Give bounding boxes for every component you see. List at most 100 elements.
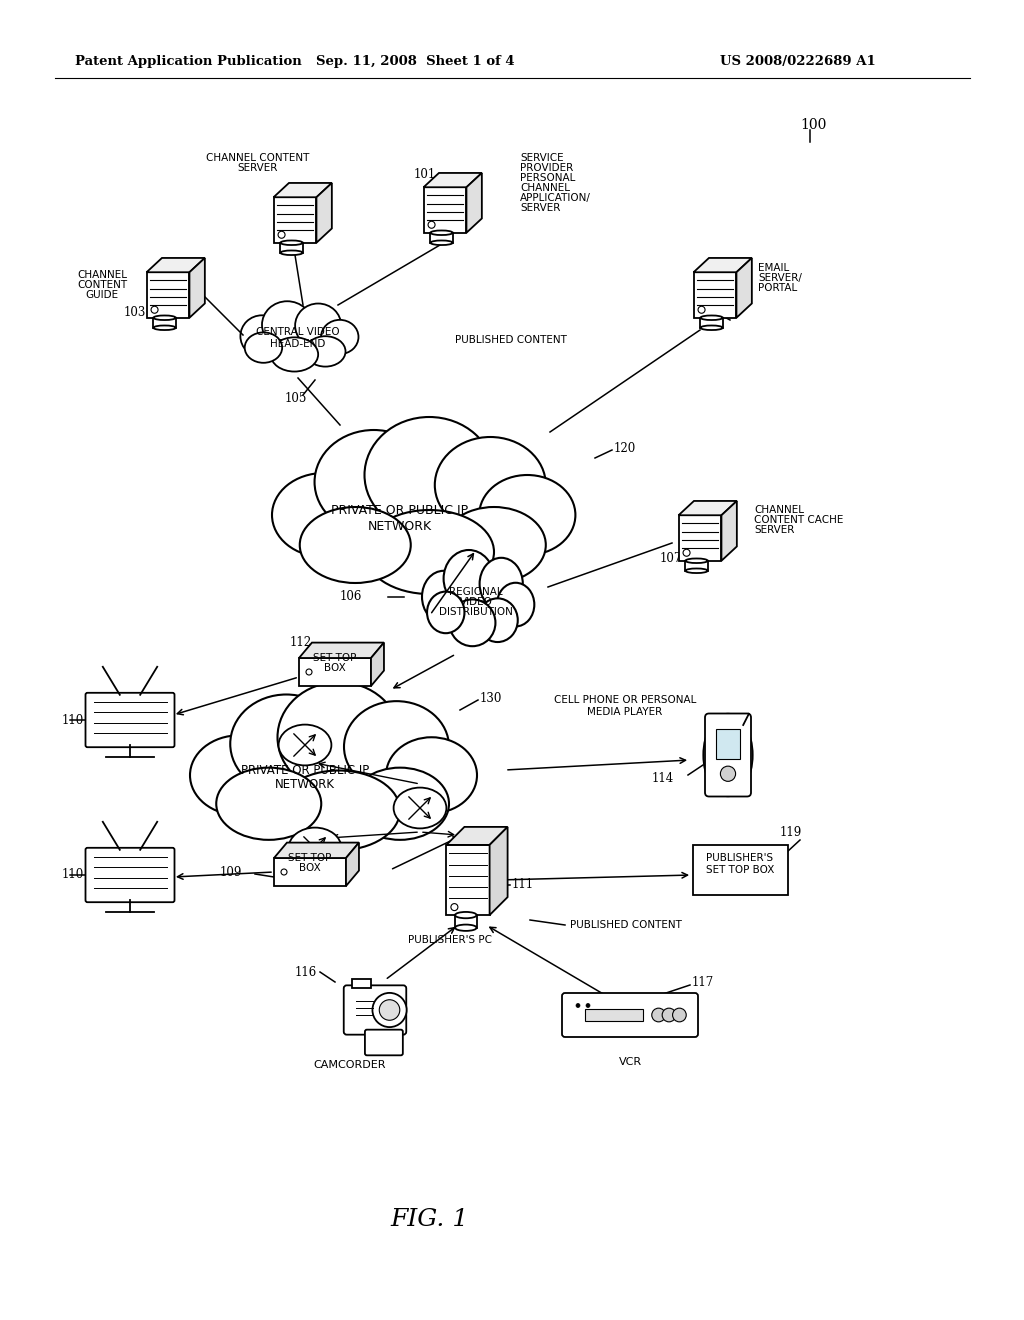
Text: CHANNEL: CHANNEL (520, 183, 570, 193)
Text: MEDIA PLAYER: MEDIA PLAYER (588, 708, 663, 717)
Text: SET TOP: SET TOP (289, 853, 332, 863)
Ellipse shape (700, 326, 723, 330)
Text: PUBLISHED CONTENT: PUBLISHED CONTENT (570, 920, 682, 931)
Ellipse shape (450, 599, 496, 647)
Ellipse shape (279, 725, 332, 766)
Ellipse shape (190, 735, 288, 816)
Polygon shape (700, 318, 723, 327)
Ellipse shape (278, 771, 400, 850)
Ellipse shape (497, 582, 535, 627)
Ellipse shape (365, 510, 494, 594)
Text: SERVER: SERVER (520, 203, 560, 213)
Polygon shape (299, 643, 384, 657)
Polygon shape (467, 173, 482, 232)
Text: 110: 110 (62, 714, 84, 726)
Ellipse shape (427, 591, 465, 634)
Polygon shape (585, 1010, 643, 1020)
Text: PUBLISHER'S PC: PUBLISHER'S PC (408, 935, 492, 945)
Text: CHANNEL: CHANNEL (754, 506, 804, 515)
Ellipse shape (393, 788, 446, 829)
Ellipse shape (216, 768, 322, 840)
Polygon shape (352, 978, 371, 989)
Ellipse shape (322, 319, 358, 354)
Text: 109: 109 (220, 866, 243, 879)
Text: CAMCORDER: CAMCORDER (313, 1060, 386, 1071)
Circle shape (651, 1008, 666, 1022)
Text: EMAIL: EMAIL (758, 263, 790, 273)
FancyBboxPatch shape (344, 985, 407, 1035)
Ellipse shape (703, 714, 753, 796)
Text: 120: 120 (614, 441, 636, 454)
Polygon shape (274, 858, 346, 886)
Ellipse shape (270, 338, 318, 371)
Polygon shape (281, 243, 303, 252)
Text: 116: 116 (295, 965, 317, 978)
Circle shape (575, 1003, 580, 1007)
Text: Sep. 11, 2008  Sheet 1 of 4: Sep. 11, 2008 Sheet 1 of 4 (315, 55, 514, 69)
Text: PUBLISHED CONTENT: PUBLISHED CONTENT (455, 335, 567, 345)
Ellipse shape (278, 682, 400, 792)
Text: SERVICE: SERVICE (520, 153, 563, 162)
Polygon shape (446, 845, 489, 915)
Text: PUBLISHER'S: PUBLISHER'S (707, 853, 773, 863)
Text: CHANNEL: CHANNEL (77, 271, 127, 280)
Text: PROVIDER: PROVIDER (520, 162, 573, 173)
Ellipse shape (154, 315, 176, 319)
Text: 114: 114 (652, 771, 674, 784)
Ellipse shape (386, 738, 477, 813)
Circle shape (721, 766, 735, 781)
Ellipse shape (230, 694, 342, 793)
Text: SET TOP: SET TOP (313, 653, 356, 663)
Polygon shape (685, 561, 708, 570)
Text: 110: 110 (62, 869, 84, 882)
Polygon shape (430, 232, 453, 243)
Text: 104: 104 (700, 312, 722, 325)
Ellipse shape (435, 437, 546, 533)
Ellipse shape (365, 417, 494, 533)
Text: REGIONAL: REGIONAL (450, 587, 503, 597)
Text: 103: 103 (124, 305, 146, 318)
Polygon shape (679, 502, 737, 515)
Text: 106: 106 (340, 590, 362, 602)
Circle shape (673, 1008, 686, 1022)
Ellipse shape (685, 558, 708, 564)
Polygon shape (716, 729, 740, 759)
Ellipse shape (241, 315, 284, 358)
Ellipse shape (344, 701, 449, 792)
Ellipse shape (314, 430, 433, 535)
Polygon shape (446, 826, 508, 845)
Text: GUIDE: GUIDE (85, 290, 119, 300)
Ellipse shape (443, 550, 494, 607)
Polygon shape (424, 173, 482, 187)
Text: FIG. 1: FIG. 1 (391, 1209, 469, 1232)
Circle shape (373, 993, 407, 1027)
Polygon shape (346, 842, 359, 886)
Text: PRIVATE OR PUBLIC IP: PRIVATE OR PUBLIC IP (241, 763, 369, 776)
Text: HEAD-END: HEAD-END (270, 339, 326, 348)
Ellipse shape (281, 240, 303, 246)
Ellipse shape (455, 924, 476, 931)
Text: CHANNEL CONTENT: CHANNEL CONTENT (206, 153, 309, 162)
FancyBboxPatch shape (365, 1030, 402, 1055)
Ellipse shape (305, 337, 345, 367)
Text: DISTRIBUTION: DISTRIBUTION (439, 607, 513, 616)
Text: 117: 117 (692, 977, 715, 990)
Ellipse shape (295, 304, 341, 347)
Polygon shape (299, 657, 371, 686)
Polygon shape (146, 272, 189, 318)
Text: CONTENT CACHE: CONTENT CACHE (754, 515, 844, 525)
Polygon shape (316, 183, 332, 243)
Ellipse shape (477, 598, 518, 642)
Ellipse shape (479, 558, 523, 610)
Ellipse shape (262, 301, 312, 348)
Text: US 2008/0222689 A1: US 2008/0222689 A1 (720, 55, 876, 69)
Polygon shape (489, 826, 508, 915)
Ellipse shape (442, 507, 546, 583)
Polygon shape (146, 257, 205, 272)
Text: APPLICATION/: APPLICATION/ (520, 193, 591, 203)
FancyBboxPatch shape (562, 993, 698, 1038)
Ellipse shape (281, 251, 303, 255)
FancyBboxPatch shape (85, 847, 174, 902)
Ellipse shape (479, 475, 575, 554)
Polygon shape (679, 515, 722, 561)
